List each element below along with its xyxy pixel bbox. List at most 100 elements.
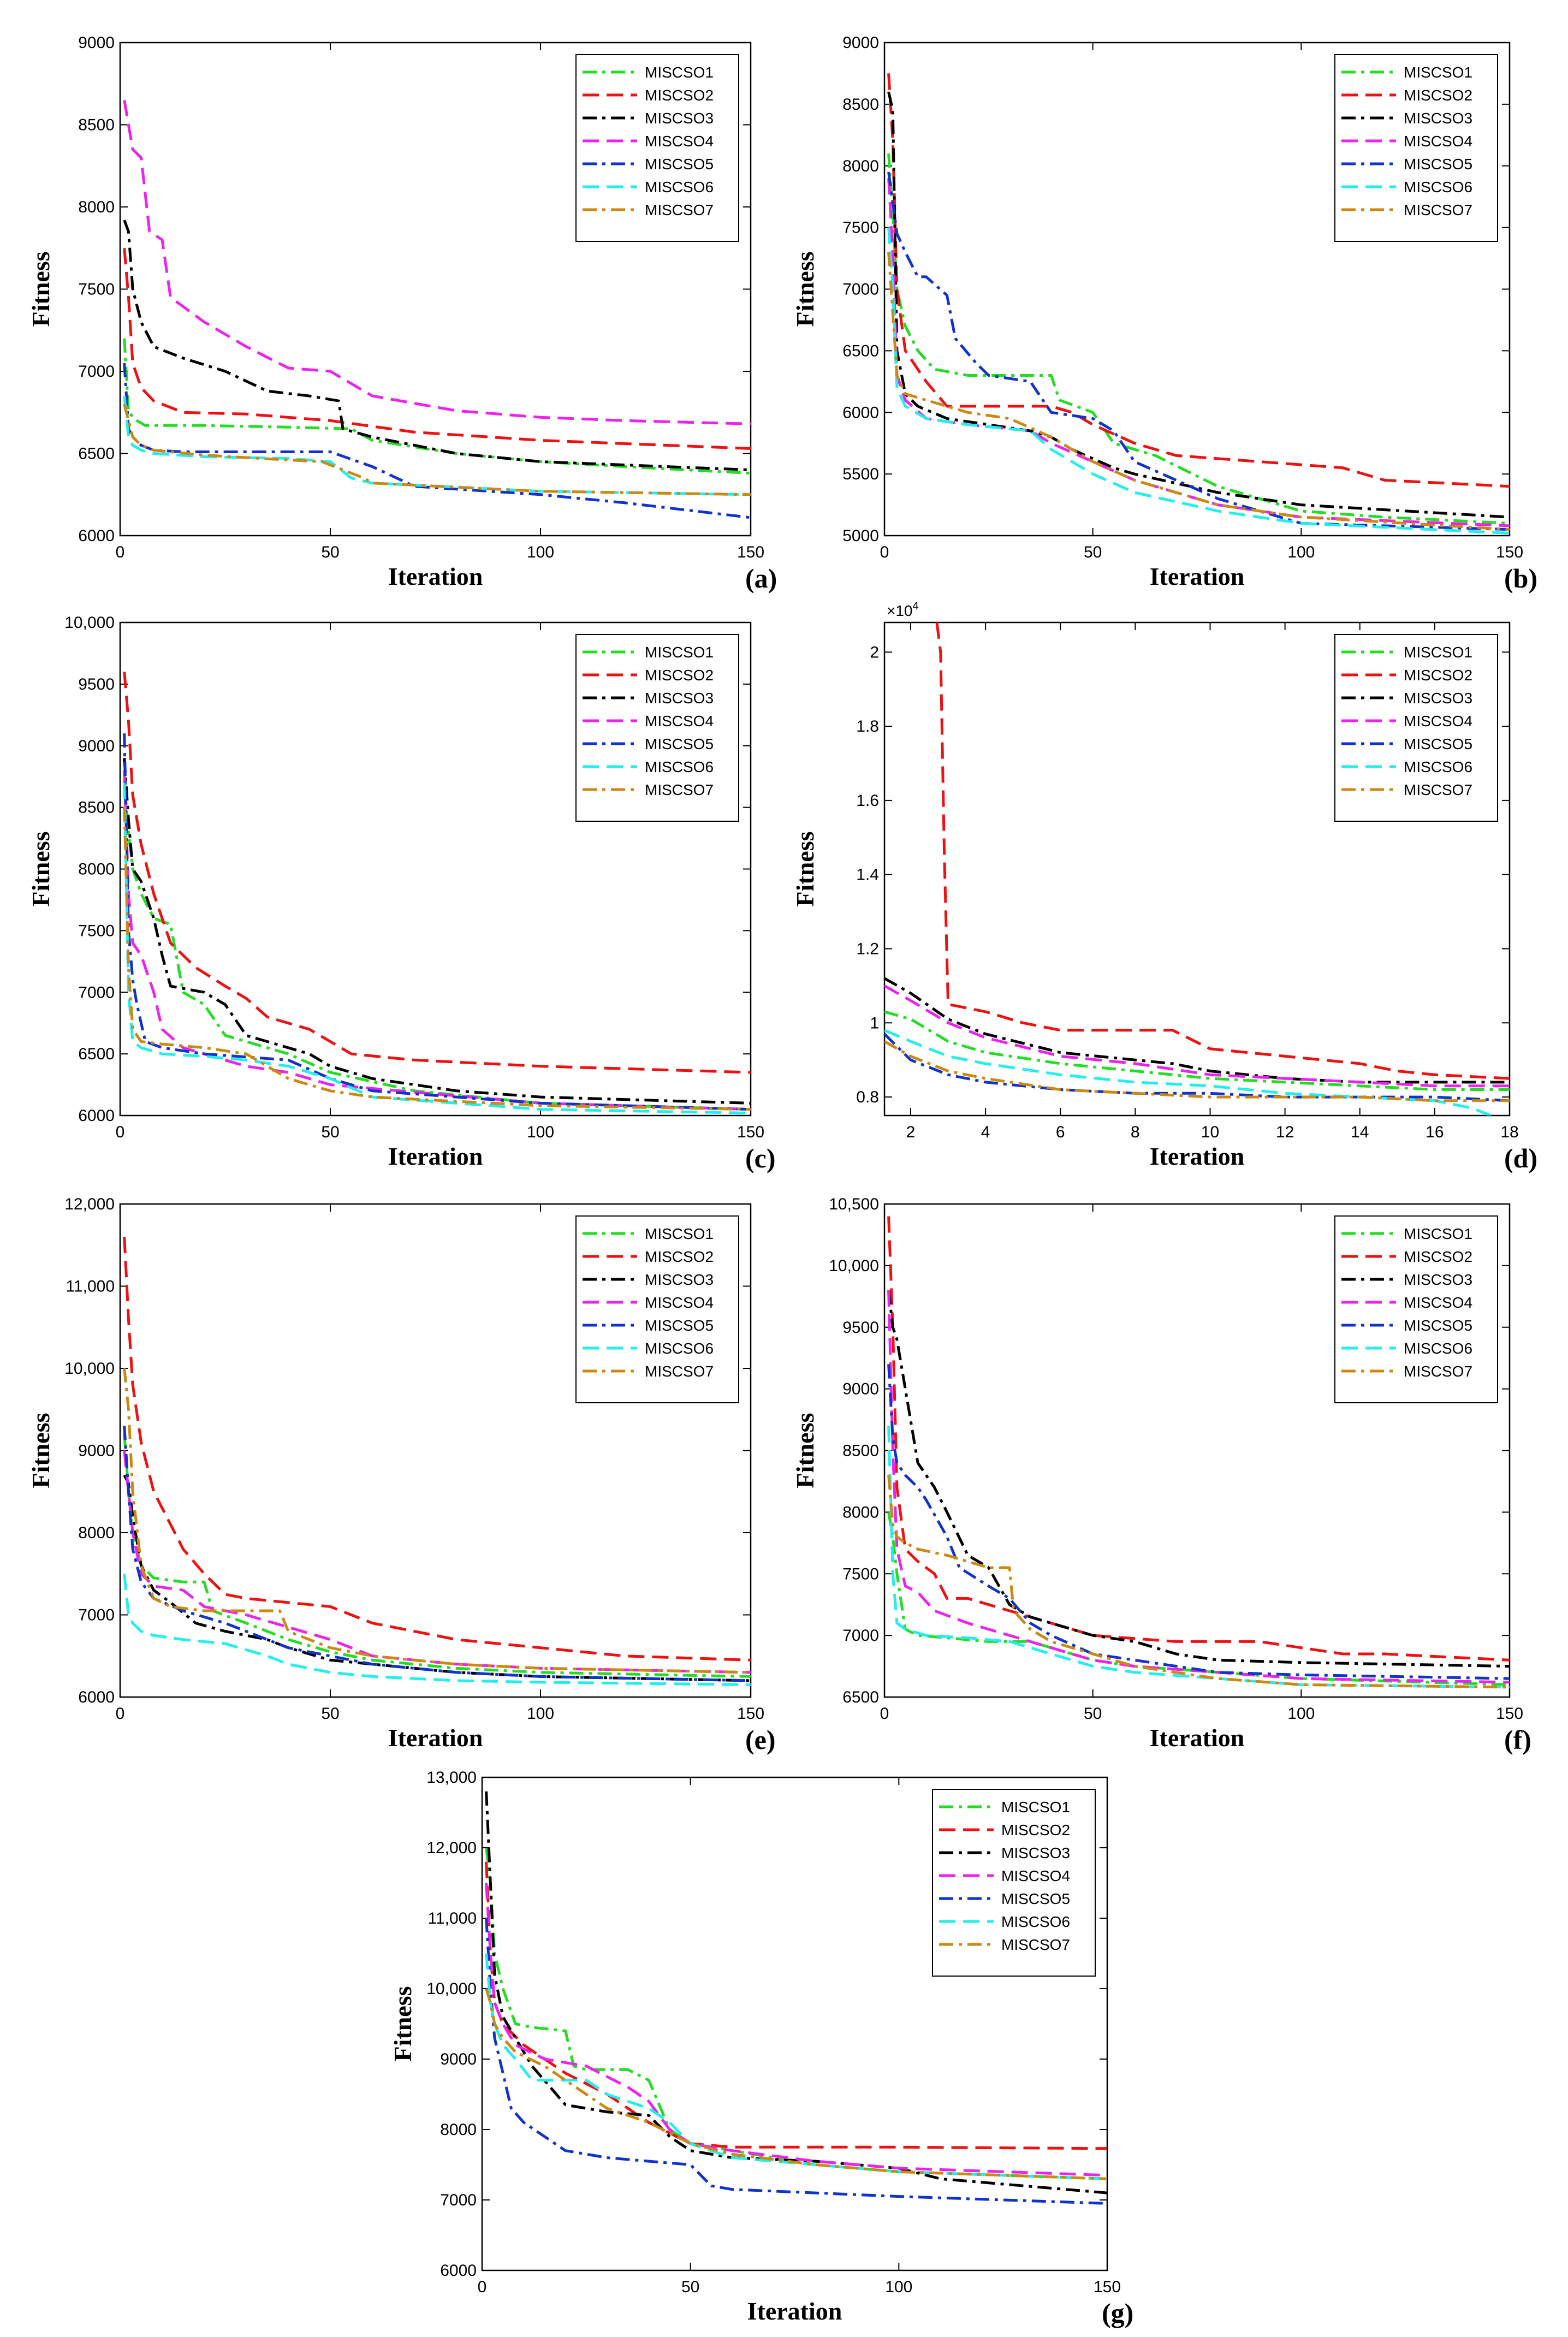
series-line-miscso4 (123, 99, 751, 425)
chart-panel: 2 4 6 8 10 12 14 16 18 0.8 1 1.2 1.4 1.6 1.8 2 ×104 Itera… (791, 600, 1537, 1173)
y-tick-label: 8000 (842, 1503, 879, 1521)
legend-label: MISCSO3 (1404, 690, 1472, 707)
legend: MISCSO1 MISCSO2 MISCSO3 MISCSO4 MISCSO5 MISCS… (1334, 54, 1498, 242)
x-tick-label: 50 (681, 2278, 699, 2296)
legend-label: MISCSO4 (1404, 713, 1472, 729)
panel-label: (a) (745, 563, 777, 594)
x-axis-label: Iteration (388, 562, 483, 590)
legend-label: MISCSO3 (645, 690, 714, 707)
x-tick-label: 4 (981, 1123, 990, 1141)
series-group (887, 1216, 1510, 1689)
series-group (485, 1791, 1107, 2205)
y-tick-label: 10,000 (426, 1980, 477, 1998)
axis-multiplier-exponent: 4 (913, 600, 919, 612)
legend-label: MISCSO7 (1404, 781, 1472, 798)
y-tick-label: 7000 (78, 363, 115, 381)
legend-label: MISCSO2 (645, 667, 714, 684)
series-line-miscso2 (123, 248, 751, 450)
y-tick-label: 6000 (440, 2262, 477, 2280)
legend-label: MISCSO7 (1404, 1363, 1472, 1380)
legend-label: MISCSO1 (1404, 1225, 1472, 1242)
series-line-miscso6 (887, 1426, 1510, 1689)
chart-panel: 0 50 100 150 5000 5500 6000 6500 7000 7500 8000 850… (791, 34, 1537, 594)
legend-label: MISCSO1 (645, 1225, 714, 1242)
legend-label: MISCSO5 (1404, 156, 1472, 173)
y-axis-label: Fitness (791, 1413, 819, 1488)
series-group (123, 1237, 751, 1686)
legend-label: MISCSO6 (645, 1340, 714, 1357)
legend-label: MISCSO4 (1404, 133, 1472, 150)
y-tick-label: 7500 (78, 281, 115, 299)
x-tick-label: 150 (1094, 2278, 1121, 2296)
x-tick-label: 50 (321, 1123, 339, 1141)
series-line-miscso6 (123, 1574, 751, 1686)
x-axis-label: Iteration (388, 1724, 483, 1752)
y-tick-label: 8000 (440, 2121, 477, 2139)
y-tick-label: 9000 (78, 34, 115, 52)
y-tick-label: 6000 (842, 404, 879, 422)
series-line-miscso2 (123, 672, 751, 1074)
x-tick-label: 0 (880, 543, 889, 561)
legend: MISCSO1 MISCSO2 MISCSO3 MISCSO4 MISCSO5 MISCS… (932, 1789, 1096, 1977)
x-tick-label: 16 (1426, 1123, 1444, 1141)
x-tick-label: 0 (478, 2278, 487, 2296)
panel-label: (b) (1504, 563, 1537, 594)
x-tick-label: 12 (1276, 1123, 1294, 1141)
y-tick-label: 9000 (440, 2050, 477, 2068)
legend-label: MISCSO7 (645, 201, 714, 218)
legend: MISCSO1 MISCSO2 MISCSO3 MISCSO4 MISCSO5 MISCS… (575, 634, 739, 822)
x-axis-label: Iteration (1150, 1724, 1245, 1752)
x-tick-label: 8 (1131, 1123, 1140, 1141)
x-axis-label: Iteration (1150, 562, 1245, 590)
legend-label: MISCSO7 (645, 1363, 714, 1380)
legend-label: MISCSO4 (1404, 1294, 1472, 1311)
y-tick-label: 9000 (842, 1380, 879, 1398)
x-tick-label: 10 (1201, 1123, 1219, 1141)
x-tick-label: 2 (906, 1123, 916, 1141)
y-tick-label: 8500 (78, 799, 115, 817)
x-tick-label: 100 (527, 543, 554, 561)
y-tick-label: 1.4 (856, 866, 879, 884)
legend-label: MISCSO4 (645, 1294, 714, 1311)
series-line-miscso7 (887, 1475, 1510, 1689)
legend-label: MISCSO1 (645, 64, 714, 81)
y-axis-label: Fitness (791, 832, 819, 907)
panel-label: (c) (745, 1143, 776, 1173)
y-tick-label: 6500 (78, 445, 115, 463)
legend-label: MISCSO6 (645, 179, 714, 195)
series-line-miscso7 (123, 1368, 751, 1674)
x-tick-label: 0 (116, 1705, 125, 1723)
legend-label: MISCSO3 (645, 110, 714, 127)
series-line-miscso3 (123, 758, 751, 1105)
x-tick-label: 50 (1084, 543, 1102, 561)
legend-label: MISCSO2 (645, 1248, 714, 1265)
legend-label: MISCSO1 (1404, 644, 1472, 661)
series-line-miscso6 (123, 782, 751, 1114)
series-line-miscso5 (887, 171, 1510, 531)
y-tick-label: 7000 (842, 1627, 879, 1645)
series-line-miscso2 (887, 1216, 1510, 1662)
y-tick-label: 7500 (78, 922, 115, 940)
legend-label: MISCSO4 (1001, 1867, 1070, 1884)
legend-label: MISCSO2 (1404, 667, 1472, 684)
series-line-miscso4 (884, 984, 1510, 1088)
series-line-miscso3 (485, 1791, 1107, 2194)
x-tick-label: 50 (321, 543, 339, 561)
legend-label: MISCSO1 (1404, 64, 1472, 81)
series-line-miscso2 (123, 1237, 751, 1662)
y-tick-label: 10,000 (829, 1257, 879, 1275)
series-line-miscso3 (884, 977, 1510, 1084)
series-line-miscso5 (123, 733, 751, 1111)
series-line-miscso1 (123, 782, 751, 1111)
y-tick-label: 7500 (842, 219, 879, 237)
y-tick-label: 1.6 (856, 792, 879, 810)
series-line-miscso3 (887, 1290, 1510, 1668)
legend-label: MISCSO6 (1404, 179, 1472, 195)
legend: MISCSO1 MISCSO2 MISCSO3 MISCSO4 MISCSO5 MISCS… (575, 54, 739, 242)
x-tick-label: 150 (737, 1705, 764, 1723)
series-line-miscso1 (887, 153, 1510, 525)
x-tick-label: 14 (1351, 1123, 1369, 1141)
legend-label: MISCSO1 (1001, 1799, 1070, 1816)
chart-panel: 0 50 100 150 6500 7000 7500 8000 8500 9000 9500 10,… (791, 1195, 1531, 1755)
x-tick-label: 100 (1287, 543, 1315, 561)
